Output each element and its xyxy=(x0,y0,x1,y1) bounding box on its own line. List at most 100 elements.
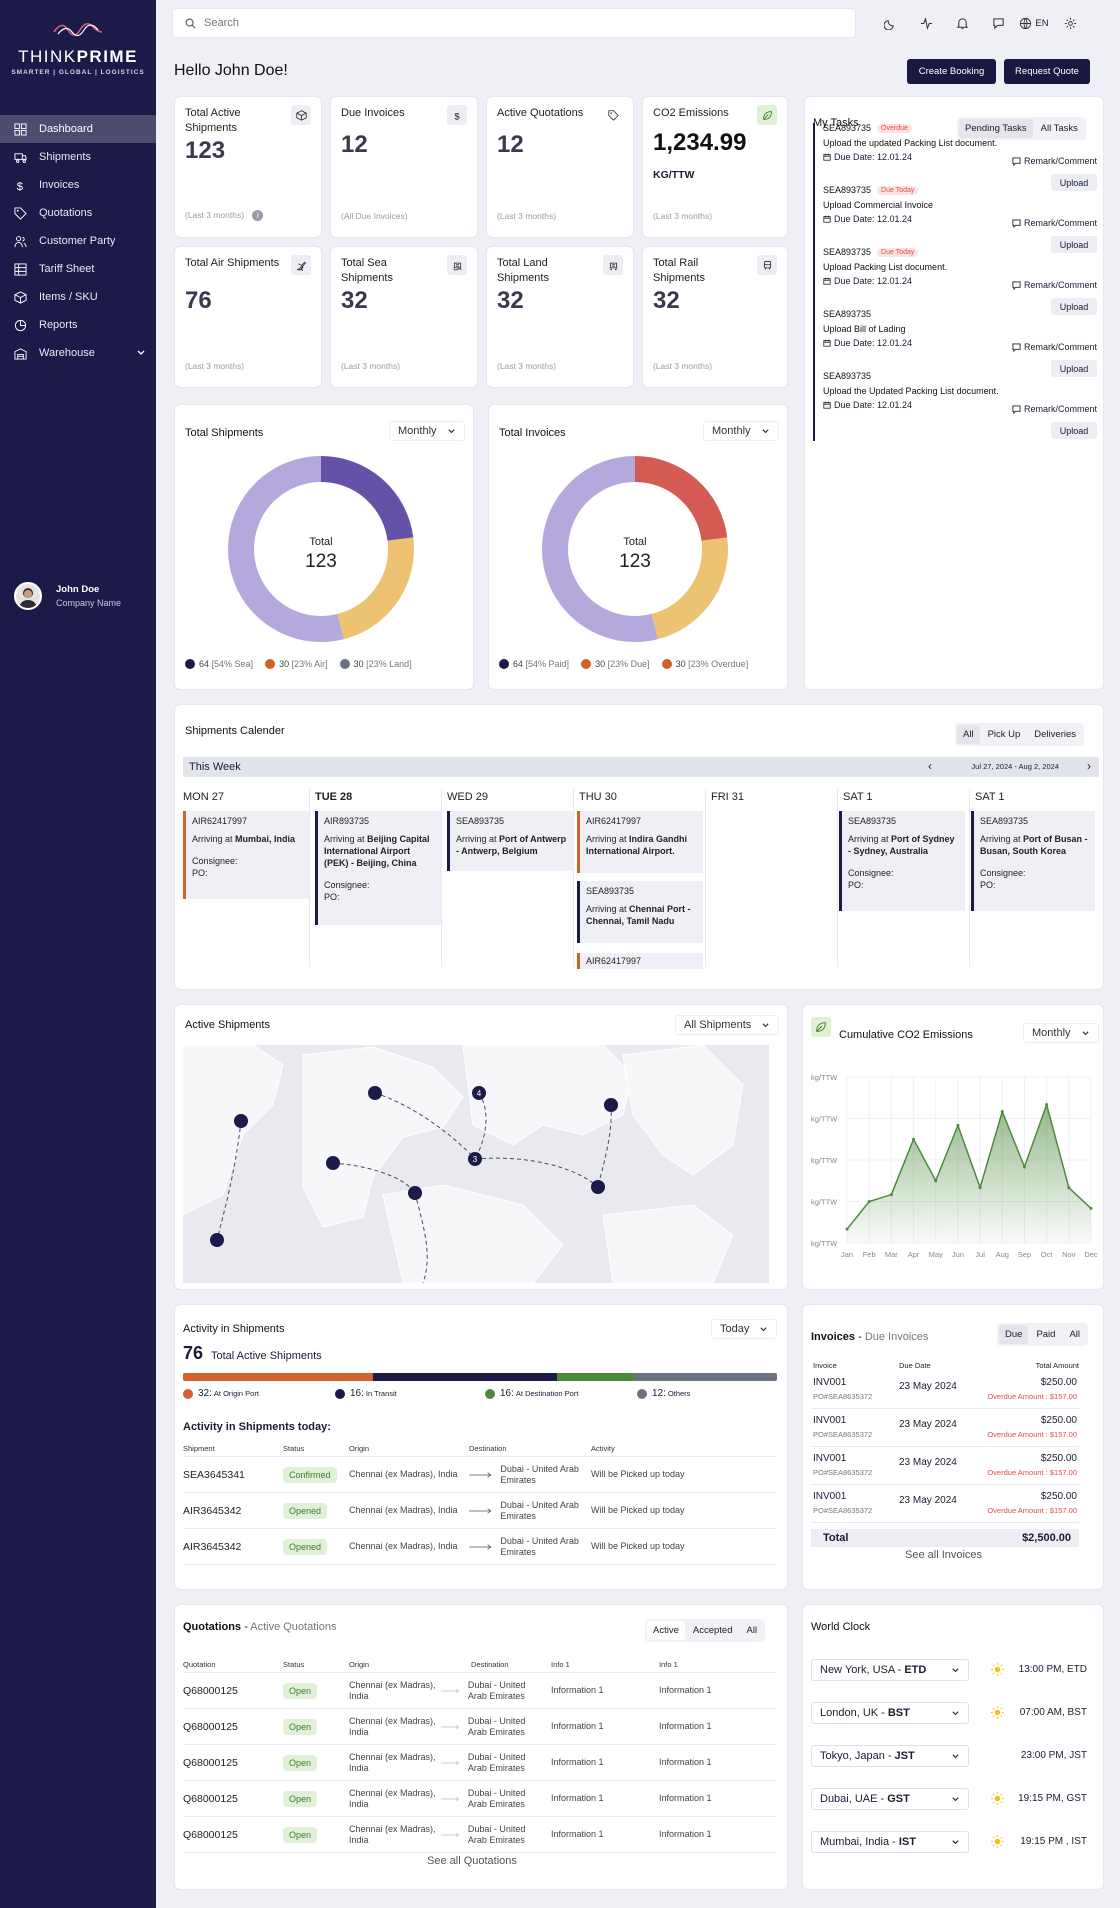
invoice-row[interactable]: INV001 PO#SEA8635372 23 May 2024 $250.00… xyxy=(811,1371,1079,1409)
remark-button[interactable]: Remark/Comment xyxy=(1012,218,1097,228)
table-row[interactable]: AIR3645342 Opened Chennai (ex Madras), I… xyxy=(183,1492,777,1529)
table-row[interactable]: AIR3645342 Opened Chennai (ex Madras), I… xyxy=(183,1528,777,1565)
activity-button[interactable] xyxy=(908,14,944,32)
tab-all[interactable]: All xyxy=(957,725,980,744)
table-row[interactable]: Q68000125 Open Chennai (ex Madras), Indi… xyxy=(183,1708,777,1745)
calendar-event[interactable]: SEA893735 Arriving at Port of Sydney - Sy… xyxy=(839,811,965,911)
plane-marker-icon[interactable] xyxy=(604,1098,618,1112)
see-all-invoices-link[interactable]: See all Invoices xyxy=(905,1549,983,1561)
calendar-event[interactable]: SEA893735 Arriving at Chennai Port - Chen… xyxy=(577,881,703,943)
stat-card-land[interactable]: Total Land Shipments 32 (Last 3 months) xyxy=(486,246,634,388)
donut-slice[interactable] xyxy=(542,456,728,642)
tab-pending-tasks[interactable]: Pending Tasks xyxy=(959,119,1033,138)
upload-button[interactable]: Upload xyxy=(1051,174,1097,191)
calendar-day-header[interactable]: WED 29 xyxy=(447,791,488,803)
timezone-select[interactable]: Dubai, UAE - GST xyxy=(811,1788,969,1810)
table-row[interactable]: Q68000125 Open Chennai (ex Madras), Indi… xyxy=(183,1816,777,1853)
sidebar-item-warehouse[interactable]: Warehouse xyxy=(0,339,156,367)
timezone-select[interactable]: London, UK - BST xyxy=(811,1702,969,1724)
remark-button[interactable]: Remark/Comment xyxy=(1012,342,1097,352)
calendar-day-header[interactable]: FRI 31 xyxy=(711,791,745,803)
next-week-icon[interactable]: › xyxy=(1087,759,1091,773)
plane-marker-icon[interactable] xyxy=(326,1156,340,1170)
calendar-event[interactable]: AIR893735 Arriving at Beijing Capital Int… xyxy=(315,811,441,925)
sidebar-item-quotations[interactable]: Quotations xyxy=(0,199,156,227)
calendar-day-header[interactable]: THU 30 xyxy=(579,791,617,803)
table-row[interactable]: Q68000125 Open Chennai (ex Madras), Indi… xyxy=(183,1672,777,1709)
remark-button[interactable]: Remark/Comment xyxy=(1012,156,1097,166)
data-point[interactable] xyxy=(1000,1110,1004,1114)
notifications-button[interactable] xyxy=(944,14,980,32)
donut-slice[interactable] xyxy=(542,456,728,642)
table-row[interactable]: Q68000125 Open Chennai (ex Madras), Indi… xyxy=(183,1780,777,1817)
sidebar-item-items-sku[interactable]: Items / SKU xyxy=(0,283,156,311)
calendar-event[interactable]: AIR62417997 Arriving at Indira Gandhi Int… xyxy=(577,811,703,873)
ship-marker-icon[interactable] xyxy=(210,1233,224,1247)
upload-button[interactable]: Upload xyxy=(1051,298,1097,315)
calendar-event[interactable]: SEA893735 Arriving at Port of Antwerp - A… xyxy=(447,811,573,871)
tab-all[interactable]: All xyxy=(1069,1329,1081,1340)
calendar-day-header[interactable]: MON 27 xyxy=(183,791,224,803)
remark-button[interactable]: Remark/Comment xyxy=(1012,404,1097,414)
data-point[interactable] xyxy=(889,1193,893,1197)
shipments-filter-dropdown[interactable]: All Shipments xyxy=(675,1015,780,1035)
tab-paid[interactable]: Paid xyxy=(1036,1329,1056,1340)
create-booking-button[interactable]: Create Booking xyxy=(907,59,996,84)
timezone-select[interactable]: Tokyo, Japan - JST xyxy=(811,1745,969,1767)
ship-marker-icon[interactable] xyxy=(408,1186,422,1200)
donut-slice[interactable] xyxy=(228,456,414,642)
data-point[interactable] xyxy=(912,1137,916,1141)
calendar-day-header[interactable]: SAT 1 xyxy=(843,791,873,803)
table-row[interactable]: SEA3645341 Confirmed Chennai (ex Madras)… xyxy=(183,1456,777,1493)
calendar-day-header[interactable]: SAT 1 xyxy=(975,791,1005,803)
calendar-day-header[interactable]: TUE 28 xyxy=(315,791,353,803)
stat-card-air[interactable]: Total Air Shipments 76 (Last 3 months) xyxy=(174,246,322,388)
ship-marker-icon[interactable] xyxy=(368,1086,382,1100)
messages-button[interactable] xyxy=(980,14,1016,32)
settings-button[interactable] xyxy=(1052,14,1088,32)
upload-button[interactable]: Upload xyxy=(1051,360,1097,377)
calendar-event[interactable]: SEA893735 Arriving at Port of Busan - Bus… xyxy=(971,811,1095,911)
search-input[interactable] xyxy=(204,17,804,29)
tab-pick-up[interactable]: Pick Up xyxy=(987,729,1021,740)
tab-active[interactable]: Active xyxy=(647,1621,685,1640)
shipments-map[interactable]: 4 3 xyxy=(183,1045,769,1283)
sidebar-item-customer-party[interactable]: Customer Party xyxy=(0,227,156,255)
data-point[interactable] xyxy=(978,1186,982,1190)
data-point[interactable] xyxy=(1022,1165,1026,1169)
upload-button[interactable]: Upload xyxy=(1051,236,1097,253)
language-select[interactable]: EN xyxy=(1016,14,1052,32)
invoice-row[interactable]: INV001 PO#SEA8635372 23 May 2024 $250.00… xyxy=(811,1409,1079,1447)
data-point[interactable] xyxy=(956,1123,960,1127)
sidebar-item-invoices[interactable]: $ Invoices xyxy=(0,171,156,199)
cluster-marker[interactable] xyxy=(472,1086,486,1100)
ship-marker-icon[interactable] xyxy=(234,1114,248,1128)
stat-card-due-invoices[interactable]: Due Invoices 12 (All Due Invoices) $ xyxy=(330,96,478,238)
theme-toggle[interactable] xyxy=(872,14,908,32)
calendar-event[interactable]: AIR62417997 Arriving at Mumbai, India Cons… xyxy=(183,811,309,899)
user-profile[interactable]: John Doe Company Name xyxy=(14,582,121,610)
period-dropdown[interactable]: Monthly xyxy=(703,421,779,441)
data-point[interactable] xyxy=(845,1227,849,1231)
data-point[interactable] xyxy=(1067,1186,1071,1190)
tab-accepted[interactable]: Accepted xyxy=(692,1625,733,1636)
data-point[interactable] xyxy=(1045,1103,1049,1107)
tab-all-tasks[interactable]: All Tasks xyxy=(1040,123,1078,134)
cluster-marker[interactable] xyxy=(468,1152,482,1166)
period-dropdown[interactable]: Monthly xyxy=(389,421,465,441)
period-dropdown[interactable]: Monthly xyxy=(1023,1023,1099,1043)
data-point[interactable] xyxy=(867,1200,871,1203)
timezone-select[interactable]: Mumbai, India - IST xyxy=(811,1831,969,1853)
stat-card-sea[interactable]: Total Sea Shipments 32 (Last 3 months) xyxy=(330,246,478,388)
sidebar-item-reports[interactable]: Reports xyxy=(0,311,156,339)
ship-marker-icon[interactable] xyxy=(591,1180,605,1194)
prev-week-icon[interactable]: ‹ xyxy=(928,759,932,773)
stat-card-active-quotations[interactable]: Active Quotations 12 (Last 3 months) xyxy=(486,96,634,238)
data-point[interactable] xyxy=(1089,1206,1093,1210)
remark-button[interactable]: Remark/Comment xyxy=(1012,280,1097,290)
timezone-select[interactable]: New York, USA - ETD xyxy=(811,1659,969,1681)
stat-card-rail[interactable]: Total Rail Shipments 32 (Last 3 months) xyxy=(642,246,788,388)
info-icon[interactable]: i xyxy=(252,210,264,221)
request-quote-button[interactable]: Request Quote xyxy=(1004,59,1090,84)
calendar-event[interactable]: AIR62417997 xyxy=(577,953,703,969)
